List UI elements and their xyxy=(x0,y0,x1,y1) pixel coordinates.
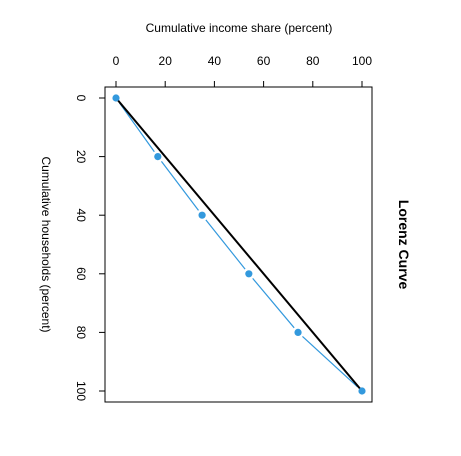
y-axis-title: Cumulative households (percent) xyxy=(39,156,53,332)
y-tick-label: 0 xyxy=(74,95,88,102)
y-tick-label: 100 xyxy=(74,381,88,401)
x-tick-label: 80 xyxy=(306,54,320,68)
equality-line xyxy=(115,97,363,392)
data-point xyxy=(358,387,366,395)
chart-title: Lorenz Curve xyxy=(396,200,412,290)
x-tick-label: 40 xyxy=(208,54,222,68)
data-point xyxy=(112,94,120,102)
x-tick-label: 20 xyxy=(159,54,173,68)
data-point xyxy=(294,328,302,336)
curve-segment xyxy=(205,219,246,270)
x-tick-label: 0 xyxy=(113,54,120,68)
x-axis: 0 20 40 60 80 100 xyxy=(113,54,372,88)
y-tick-label: 60 xyxy=(74,267,88,281)
data-point xyxy=(198,211,206,219)
x-tick-label: 60 xyxy=(257,54,271,68)
data-point xyxy=(154,153,162,161)
x-tick-label: 100 xyxy=(352,54,372,68)
curve-segment xyxy=(252,278,295,329)
curve-segment xyxy=(160,161,199,211)
y-tick-label: 20 xyxy=(74,150,88,164)
y-tick-label: 40 xyxy=(74,209,88,223)
y-axis: 0 20 40 60 80 100 xyxy=(74,95,106,401)
data-point xyxy=(245,270,253,278)
y-tick-label: 80 xyxy=(74,326,88,340)
series-layer xyxy=(112,94,366,395)
curve-segment xyxy=(302,336,358,388)
x-axis-title: Cumulative income share (percent) xyxy=(146,21,333,35)
curve-segment xyxy=(118,102,155,153)
